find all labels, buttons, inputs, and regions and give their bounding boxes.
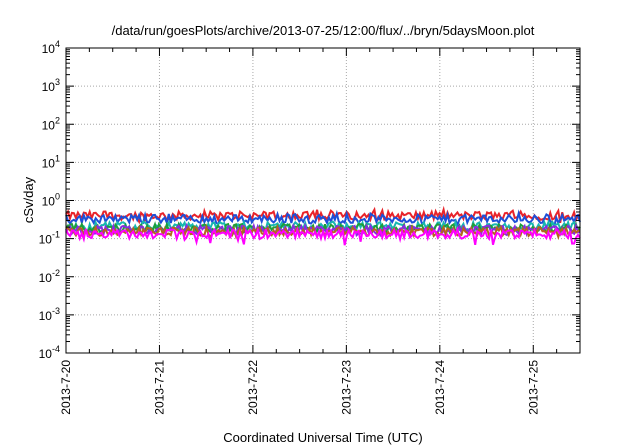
x-tick-label: 2013-7-20 <box>59 360 73 415</box>
x-tick-label: 2013-7-24 <box>433 360 447 415</box>
y-tick-label: 102 <box>42 115 60 132</box>
y-axis-label: cSv/day <box>21 176 36 223</box>
y-tick-label: 104 <box>42 39 60 56</box>
x-ticks: 2013-7-20 2013-7-21 2013-7-22 2013-7-23 2013… <box>59 48 558 415</box>
x-tick-label: 2013-7-21 <box>152 360 166 415</box>
y-tick-label: 10-4 <box>39 344 60 361</box>
y-tick-label: 10-1 <box>39 230 60 247</box>
y-ticks: 10-4 10-3 10-2 10-1 100 101 102 103 104 <box>39 39 580 361</box>
series-group <box>65 205 581 246</box>
grid <box>66 48 580 353</box>
y-tick-label: 100 <box>42 192 60 209</box>
plot-frame <box>65 47 581 354</box>
y-tick-label: 103 <box>42 77 60 94</box>
x-axis-label: Coordinated Universal Time (UTC) <box>223 430 422 445</box>
x-tick-label: 2013-7-23 <box>339 360 353 415</box>
y-tick-label: 101 <box>42 153 60 170</box>
x-tick-label: 2013-7-25 <box>526 360 540 415</box>
series-line-6 <box>65 226 581 246</box>
chart-title: /data/run/goesPlots/archive/2013-07-25/1… <box>112 23 535 38</box>
y-tick-label: 10-2 <box>39 268 60 285</box>
y-tick-label: 10-3 <box>39 306 60 323</box>
x-tick-label: 2013-7-22 <box>246 360 260 415</box>
series-line-1 <box>65 209 581 230</box>
